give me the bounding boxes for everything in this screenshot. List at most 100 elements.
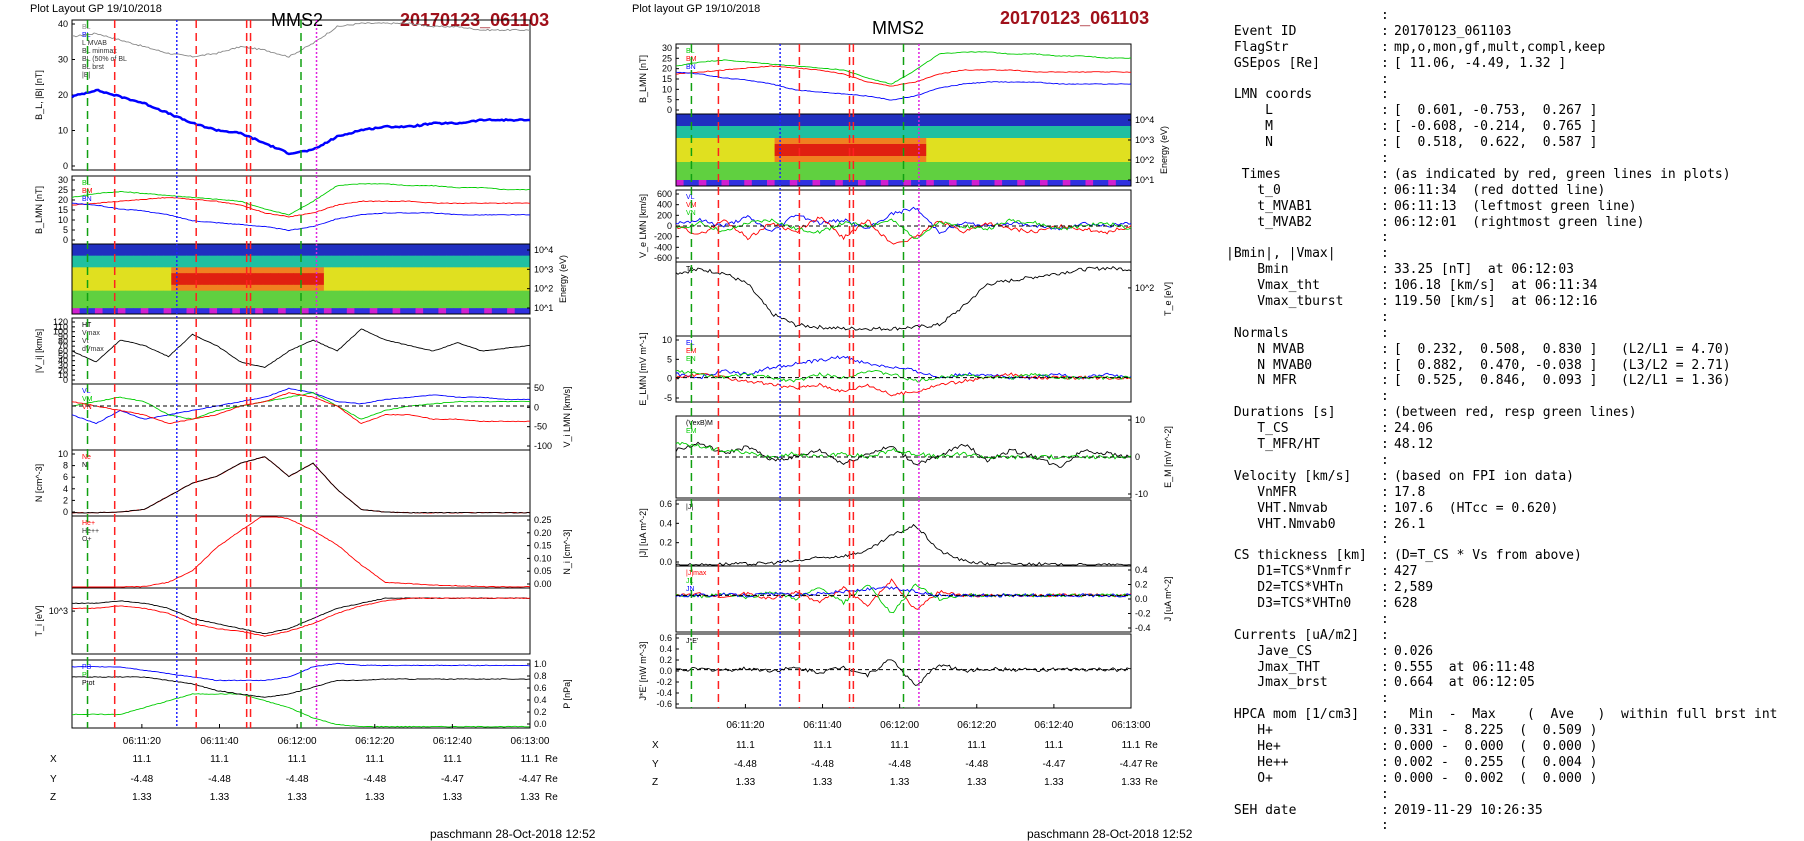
left-panel-spec-cell	[339, 279, 348, 286]
left-panel-vi-tick-label: 10	[58, 370, 68, 380]
right-orbit-value: 11.1	[813, 740, 832, 751]
right-panel-spec-cell	[956, 150, 965, 157]
right-panel-jlmn-legend-entry: JN	[686, 586, 695, 593]
right-panel-spec-cell	[918, 150, 927, 157]
left-panel-spec-cell	[293, 284, 302, 292]
info-value: 17.8	[1394, 484, 1426, 500]
right-panel-spec-cell	[986, 120, 995, 127]
left-panel-spec-cell	[247, 244, 256, 251]
right-panel-spec-cell	[949, 156, 957, 163]
right-panel-spec-cell	[1077, 144, 1086, 151]
right-panel-spec-cell	[1100, 144, 1109, 151]
right-panel-spec-cell	[751, 126, 760, 133]
right-panel-spec-cell	[858, 144, 866, 151]
right-panel-spec-cell	[850, 126, 859, 133]
left-panel-spec-ylabel: Energy (eV)	[558, 255, 568, 303]
left-panel-spec-cell	[316, 302, 325, 309]
right-panel-spec-cell	[1100, 132, 1109, 139]
info-colon: :	[1381, 691, 1389, 707]
right-panel-spec-cell	[698, 168, 707, 175]
left-panel-spec-cell	[316, 261, 325, 268]
right-panel-spec-cell	[865, 120, 874, 127]
left-panel-n-legend-entry: Ne	[82, 454, 91, 461]
left-panel-spec-cell	[484, 308, 493, 315]
info-key	[1226, 691, 1381, 707]
left-panel-spec-cell	[133, 279, 142, 286]
right-panel-spec-cell	[865, 162, 874, 169]
right-panel-spec-cell	[835, 120, 844, 127]
info-colon: :	[1381, 325, 1389, 341]
left-panel-spec-cell	[476, 290, 485, 297]
left-time-tick-label: 06:12:00	[278, 736, 317, 747]
left-panel-spec-cell	[285, 284, 294, 292]
right-panel-spec-cell	[1032, 162, 1041, 169]
left-panel-spec-cell	[316, 290, 325, 297]
info-colon: :	[1381, 802, 1389, 818]
left-panel-spec-cell	[178, 249, 187, 257]
right-panel-spec-cell	[1062, 120, 1071, 127]
left-panel-spec-cell	[140, 267, 149, 274]
right-orbit-value: -4.48	[734, 759, 757, 770]
left-panel-spec-cell	[438, 244, 447, 251]
left-panel-vi-tick-label: 90	[58, 332, 68, 342]
right-panel-spec-cell	[782, 162, 791, 169]
info-colon: :	[1381, 341, 1389, 357]
right-panel-ve-tick-label: 200	[657, 210, 672, 220]
right-panel-spec-cell	[812, 144, 821, 151]
right-panel-spec-cell	[1062, 150, 1071, 157]
info-key: t_MVAB1	[1226, 198, 1313, 214]
left-panel-ti-series-line	[71, 597, 531, 637]
right-panel-spec-cell	[949, 162, 957, 169]
info-colon: :	[1381, 262, 1389, 278]
right-panel-spec-cell	[789, 126, 798, 133]
right-panel-spec-cell	[1009, 120, 1018, 127]
left-time-tick-label: 06:13:00	[511, 736, 550, 747]
left-panel-spec-cell	[499, 273, 508, 280]
right-panel-spec-cell	[729, 120, 738, 127]
right-panel-spec-cell	[1024, 180, 1033, 187]
info-colon: :	[1381, 468, 1389, 484]
info-colon: :	[1381, 309, 1389, 325]
left-panel-spec-cell	[423, 255, 432, 262]
left-panel-spec-cell	[377, 279, 386, 286]
left-panel-p-tick-label: 0.0	[534, 719, 547, 729]
right-panel-spec-cell	[873, 144, 882, 151]
right-panel-spec-cell	[1085, 120, 1094, 127]
left-panel-spec-cell	[87, 273, 96, 280]
right-panel-spec-cell	[873, 150, 882, 157]
right-panel-spec-cell	[949, 144, 957, 151]
right-panel-spec-cell	[964, 150, 973, 157]
right-panel-spec-cell	[971, 144, 980, 151]
left-panel-spec-cell	[194, 267, 203, 274]
right-panel-spec-cell	[789, 162, 798, 169]
info-key	[1226, 151, 1381, 167]
left-panel-nh-tick-label: 0.20	[534, 528, 552, 538]
right-panel-spec-cell	[1047, 114, 1056, 121]
left-panel-spec-cell	[94, 261, 103, 268]
right-panel-spec-cell	[812, 132, 821, 139]
left-panel-spec-cell	[507, 284, 516, 292]
left-panel-spec-cell	[400, 261, 409, 268]
left-panel-spec-cell	[232, 296, 241, 303]
left-panel-spec-cell	[468, 279, 477, 286]
left-panel-spec-cell	[522, 284, 531, 292]
left-panel-spec-cell	[415, 244, 424, 251]
left-panel-spec-cell	[171, 284, 180, 292]
right-panel-spec-cell	[698, 150, 707, 157]
right-panel-spec-cell	[971, 156, 980, 163]
right-panel-spec-cell	[751, 174, 760, 181]
right-panel-e-ylabel: E_LMN [mV m^-1]	[638, 332, 648, 405]
info-key: Normals	[1226, 325, 1289, 341]
right-panel-spec-cell	[1040, 168, 1048, 175]
left-panel-spec-cell	[262, 267, 271, 274]
right-panel-spec-cell	[797, 150, 806, 157]
left-panel-spec-cell	[301, 296, 310, 303]
right-panel-spec-cell	[933, 144, 942, 151]
right-panel-spec-cell	[941, 114, 950, 121]
right-panel-spec-cell	[918, 120, 927, 127]
left-panel-spec-cell	[384, 244, 393, 251]
right-panel-spec-cell	[1115, 156, 1124, 163]
right-panel-spec-cell	[744, 114, 753, 121]
right-panel-spec-cell	[767, 168, 775, 175]
